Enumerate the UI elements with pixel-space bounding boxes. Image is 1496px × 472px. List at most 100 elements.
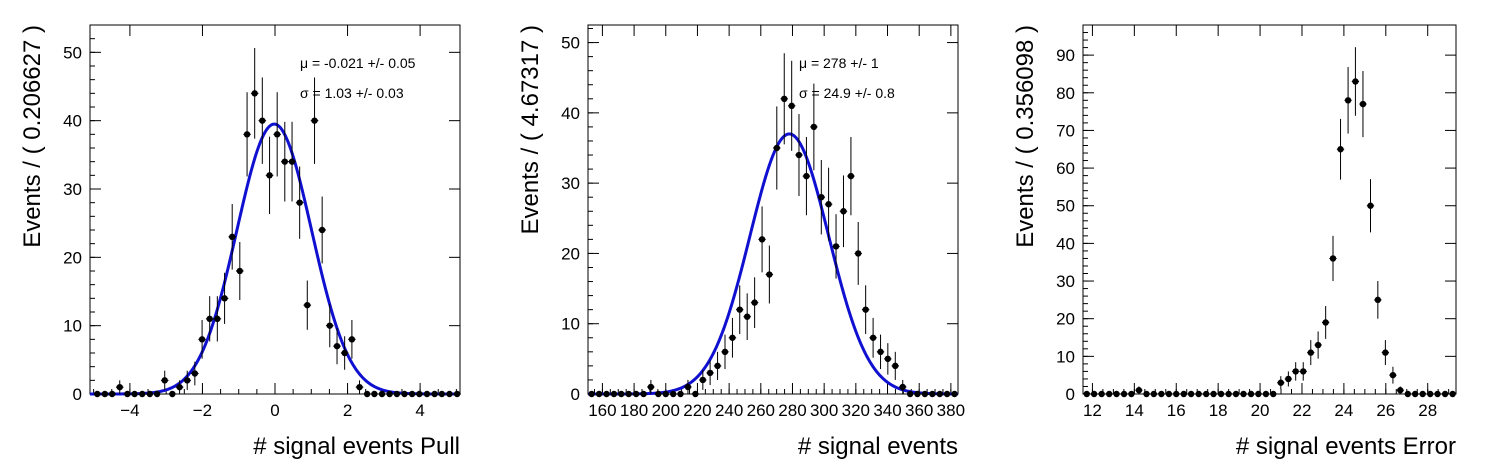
marker [243, 131, 251, 138]
marker [1217, 390, 1225, 398]
data-point [303, 280, 312, 330]
data-point [906, 390, 914, 398]
marker [273, 131, 281, 138]
data-point [130, 390, 139, 398]
data-point [258, 77, 267, 164]
marker [1150, 390, 1158, 398]
marker [221, 295, 228, 302]
data-point [1187, 390, 1195, 398]
y-tick-label: 70 [1056, 121, 1075, 140]
data-point [445, 390, 454, 398]
data-point [1172, 390, 1180, 398]
data-point [1127, 390, 1136, 398]
data-point [220, 272, 229, 324]
data-point [288, 121, 296, 202]
data-point [676, 390, 685, 398]
stats-label: σ = 1.03 +/- 0.03 [300, 85, 404, 101]
marker [304, 301, 311, 309]
data-point [847, 136, 855, 216]
data-point [423, 390, 431, 398]
x-tick-label: 14 [1125, 401, 1144, 420]
data-point [832, 214, 840, 279]
data-point [1224, 390, 1233, 398]
marker [692, 390, 699, 398]
marker [788, 102, 795, 110]
plot-frame [89, 24, 461, 395]
data-point [1404, 390, 1412, 398]
data-point [1142, 390, 1151, 398]
data-point [400, 390, 409, 398]
data-point [1307, 340, 1315, 366]
data-point [647, 379, 655, 394]
x-tick-label: 200 [652, 401, 680, 420]
marker [914, 390, 921, 398]
data-point [1262, 390, 1270, 398]
data-point [699, 370, 707, 390]
marker [1247, 390, 1255, 398]
data-point [1336, 118, 1345, 180]
x-tick-label: 360 [905, 401, 933, 420]
data-point [1105, 390, 1113, 398]
x-tick-label: 300 [810, 401, 838, 420]
marker [318, 226, 326, 234]
data-point [1314, 331, 1322, 359]
marker [884, 355, 892, 363]
data-point [684, 379, 692, 394]
marker [877, 348, 884, 356]
data-point [802, 136, 811, 216]
data-point [265, 136, 274, 214]
y-tick-label: 60 [1056, 159, 1075, 178]
marker [1397, 387, 1404, 394]
marker [1225, 390, 1232, 398]
data-point [205, 296, 214, 342]
data-point [1277, 376, 1285, 390]
x-tick-label: 240 [715, 401, 743, 420]
y-tick-label: 40 [1056, 234, 1075, 253]
x-tick-label: 260 [747, 401, 775, 420]
x-tick-label: 12 [1083, 401, 1102, 420]
data-point [273, 92, 281, 177]
marker [446, 390, 453, 398]
data-point [587, 390, 596, 398]
data-point [936, 390, 944, 398]
marker [1165, 390, 1173, 398]
marker [743, 313, 751, 320]
y-tick-label: 20 [1056, 310, 1075, 329]
data-point [295, 166, 304, 239]
data-point [243, 92, 251, 177]
marker [640, 390, 647, 398]
data-point [1419, 390, 1427, 398]
data-point [1441, 390, 1449, 398]
marker [1195, 390, 1202, 398]
marker [751, 299, 758, 306]
y-tick-label: 0 [73, 385, 82, 404]
data-point [1150, 390, 1158, 398]
data-point [1284, 371, 1293, 387]
marker [341, 349, 348, 357]
data-point [824, 167, 833, 241]
data-point [1381, 340, 1390, 366]
data-point [713, 351, 722, 380]
y-tick-label: 50 [1056, 197, 1075, 216]
marker [146, 390, 154, 398]
marker [1434, 390, 1441, 398]
data-point [765, 245, 774, 304]
data-point [943, 390, 951, 398]
marker [356, 383, 363, 391]
y-tick-label: 10 [1056, 347, 1075, 366]
data-point [318, 196, 326, 264]
marker [1404, 390, 1412, 398]
data-point [370, 390, 379, 398]
data-point [333, 328, 341, 365]
data-point [743, 293, 751, 340]
marker [1277, 379, 1285, 386]
y-tick-label: 10 [63, 317, 82, 336]
marker [1359, 100, 1367, 108]
data-point [1232, 390, 1240, 398]
marker [206, 315, 213, 323]
marker [1441, 390, 1449, 398]
data-point [1292, 362, 1300, 381]
marker [116, 383, 123, 391]
marker [1113, 390, 1120, 398]
data-point [595, 390, 603, 398]
